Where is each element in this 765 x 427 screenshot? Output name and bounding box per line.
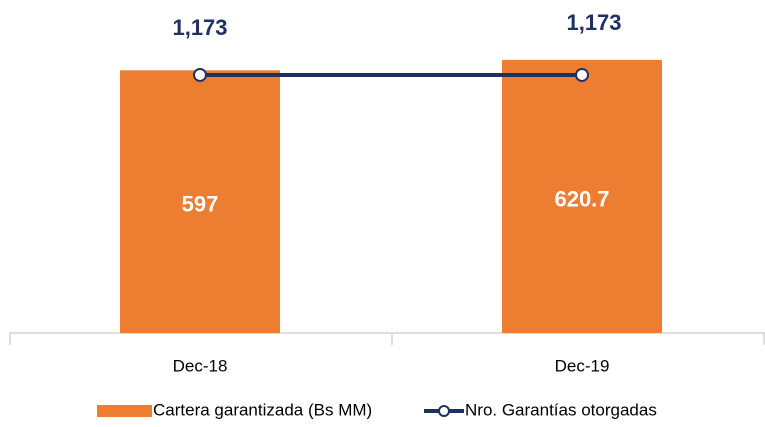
line-value-label: 1,173 bbox=[172, 15, 227, 40]
x-tick-label: Dec-19 bbox=[555, 356, 610, 375]
legend-swatch bbox=[438, 405, 450, 417]
bar-value-label: 620.7 bbox=[554, 186, 609, 211]
legend-swatch bbox=[97, 405, 152, 417]
legend-label: Nro. Garantías otorgadas bbox=[465, 400, 657, 419]
line-point bbox=[575, 67, 589, 82]
bar bbox=[502, 59, 662, 333]
x-tick-label: Dec-18 bbox=[173, 356, 228, 375]
legend-label: Cartera garantizada (Bs MM) bbox=[153, 400, 372, 419]
bar-value-label: 597 bbox=[182, 191, 219, 216]
bar bbox=[120, 70, 280, 333]
line-value-label: 1,173 bbox=[566, 10, 621, 35]
line-point bbox=[193, 67, 207, 82]
